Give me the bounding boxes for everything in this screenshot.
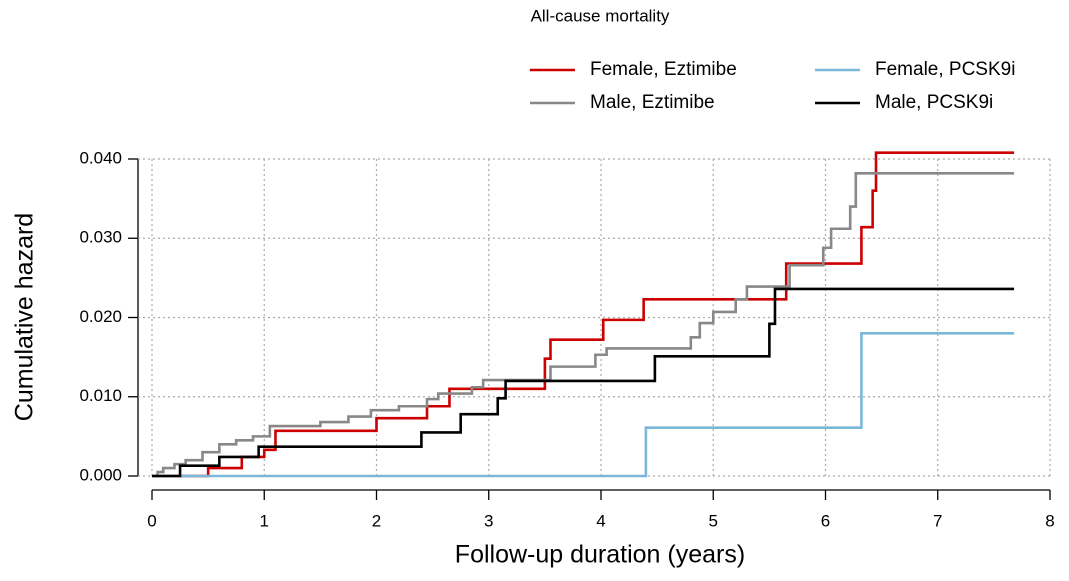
x-tick-label: 5 — [709, 511, 718, 530]
y-tick-label: 0.040 — [79, 148, 122, 167]
x-tick-label: 8 — [1045, 511, 1054, 530]
x-tick-label: 7 — [933, 511, 942, 530]
y-axis-label: Cumulative hazard — [11, 213, 39, 421]
x-tick-label: 2 — [372, 511, 381, 530]
legend-label: Male, PCSK9i — [875, 92, 993, 113]
legend-label: Male, Eztimibe — [590, 92, 715, 113]
x-tick-label: 6 — [821, 511, 830, 530]
x-tick-label: 0 — [147, 511, 156, 530]
step-line — [152, 171, 1015, 478]
x-axis-label: Follow-up duration (years) — [455, 541, 745, 569]
y-tick-label: 0.000 — [79, 465, 122, 484]
y-tick-label: 0.030 — [79, 228, 122, 247]
legend-label: Female, PCSK9i — [875, 59, 1015, 80]
x-tick-label: 3 — [484, 511, 493, 530]
step-line — [152, 332, 1015, 478]
chart-title: All-cause mortality — [531, 6, 670, 25]
step-line — [152, 151, 1015, 478]
y-tick-label: 0.010 — [79, 386, 122, 405]
y-tick-label: 0.020 — [79, 307, 122, 326]
x-tick-label: 1 — [260, 511, 269, 530]
x-tick-label: 4 — [596, 511, 605, 530]
step-line — [152, 287, 1015, 478]
legend-label: Female, Eztimibe — [590, 59, 737, 80]
